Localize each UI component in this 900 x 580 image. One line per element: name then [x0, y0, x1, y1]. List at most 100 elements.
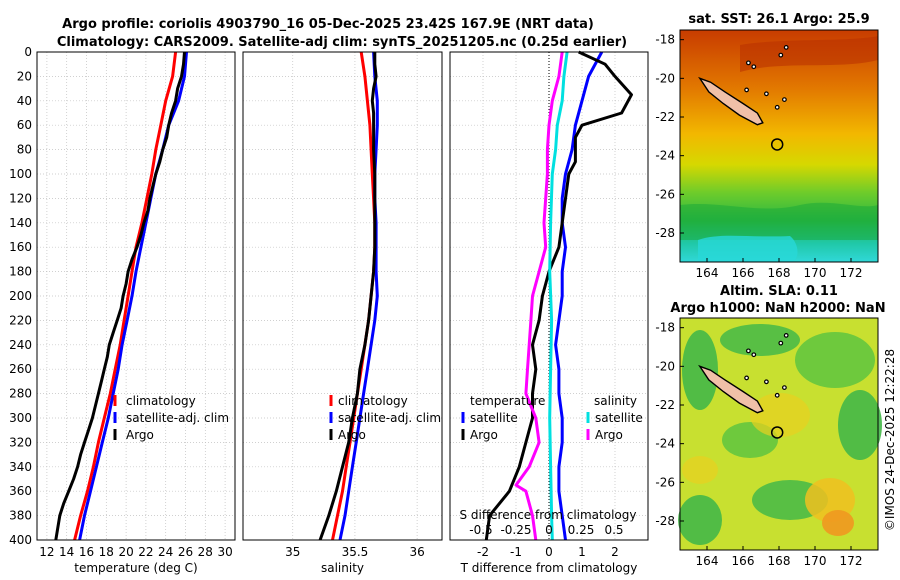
x-tick-label: 26	[178, 545, 193, 559]
plot-frame	[242, 51, 443, 541]
map-lat-label: -28	[655, 226, 675, 240]
sla-low-patch	[720, 324, 800, 356]
x-tick-label: 35	[285, 545, 300, 559]
figure-title-line1: Argo profile: coriolis 4903790_16 05-Dec…	[62, 17, 594, 32]
depth-tick-label: 60	[17, 118, 32, 132]
map-lat-label: -26	[655, 187, 675, 201]
map-lat-label: -28	[655, 514, 675, 528]
legend-t-satellite-label: satellite	[470, 411, 518, 425]
x-tick-label: 28	[198, 545, 213, 559]
plot-frame	[449, 51, 649, 541]
salinity-panel: 35 35.5 36 salinity	[242, 51, 443, 575]
depth-tick-label: 260	[9, 362, 32, 376]
depth-tick-label: 20	[17, 69, 32, 83]
series-line-t-argo	[484, 50, 633, 541]
legend-climatology-label: climatology	[126, 394, 196, 408]
x-tick-label: 30	[217, 545, 232, 559]
x-axis-label: salinity	[321, 561, 364, 575]
depth-tick-label: 220	[9, 313, 32, 327]
depth-tick-label: 40	[17, 94, 32, 108]
legend-salinity-title: salinity	[594, 394, 637, 408]
sst-map-ticks: 164 166 168 170 172 -18 -20 -22 -24 -26 -28	[655, 33, 862, 280]
islet	[783, 45, 789, 50]
map-lat-label: -24	[655, 437, 675, 451]
sla-low-patch	[678, 495, 722, 545]
s-diff-tick: -0.25	[500, 523, 531, 537]
series-line-satellite-adj-clim	[338, 51, 379, 541]
sla-map-title-line2: Argo h1000: NaN h2000: NaN	[670, 301, 885, 316]
land-mask	[698, 45, 789, 151]
islet	[774, 104, 780, 110]
series-line-argo	[54, 51, 186, 541]
legend-argo-label: Argo	[338, 428, 366, 442]
islet	[744, 375, 749, 381]
x-axis-label: temperature (deg C)	[74, 561, 197, 575]
sla-high-patch	[682, 456, 718, 484]
depth-tick-label: 300	[9, 411, 32, 425]
land-mask	[698, 333, 789, 439]
series-line-argo	[318, 52, 378, 541]
islet	[746, 348, 751, 354]
sst-warm-patch	[740, 36, 878, 72]
x-tick-label: 2	[611, 545, 619, 559]
map-lon-label: 172	[840, 554, 863, 568]
island-new-caledonia	[698, 364, 764, 414]
x-tick-label: 20	[118, 545, 133, 559]
s-diff-tick: -0.5	[469, 523, 492, 537]
series-line-s-argo	[514, 51, 564, 541]
legend-climatology-label: climatology	[338, 394, 408, 408]
map-lon-label: 166	[732, 554, 755, 568]
x-tick-label: -1	[510, 545, 522, 559]
depth-tick-label: 80	[17, 143, 32, 157]
sst-cyan-patch	[698, 235, 798, 262]
depth-tick-label: 380	[9, 509, 32, 523]
depth-tick-label: 280	[9, 387, 32, 401]
depth-tick-label: 400	[9, 533, 32, 547]
islet	[778, 340, 784, 346]
x-tick-label: 22	[138, 545, 153, 559]
depth-tick-label: 160	[9, 240, 32, 254]
s-diff-tick: 0	[545, 523, 553, 537]
copyright-stamp: ©IMOS 24-Dec-2025 12:22:28	[883, 349, 897, 531]
map-lat-label: -26	[655, 475, 675, 489]
islet	[746, 60, 751, 66]
s-difference-axis-label: S difference from climatology	[460, 508, 637, 522]
map-lat-label: -22	[655, 110, 675, 124]
sla-low-patch	[838, 390, 882, 460]
map-lon-label: 170	[804, 266, 827, 280]
s-diff-tick: 0.25	[568, 523, 595, 537]
legend-s-satellite-label: satellite	[595, 411, 643, 425]
map-lon-label: 164	[696, 554, 719, 568]
depth-tick-label: 100	[9, 167, 32, 181]
map-lon-label: 166	[732, 266, 755, 280]
figure-title-line2: Climatology: CARS2009. Satellite-adj cli…	[57, 35, 627, 50]
differences-legend: temperature satellite Argo salinity sate…	[461, 394, 643, 442]
sla-high-patch	[750, 393, 810, 437]
islet	[764, 91, 769, 97]
temperature-legend: climatology satellite-adj. clim Argo	[113, 394, 229, 442]
depth-tick-label: 0	[24, 45, 32, 59]
x-tick-label: 16	[79, 545, 94, 559]
sla-map: 164 166 168 170 172 -18 -20 -22 -24 -26 -28	[655, 317, 882, 568]
map-lat-label: -18	[655, 33, 675, 47]
plot-frame	[36, 51, 236, 541]
series-line-t-satellite	[554, 51, 604, 541]
island-new-caledonia	[698, 76, 764, 126]
sst-green-band	[680, 202, 878, 240]
x-axis-label: T difference from climatology	[460, 561, 638, 575]
map-lon-label: 164	[696, 266, 719, 280]
islet	[782, 385, 787, 391]
argo-position-marker	[770, 426, 784, 439]
sla-map-title-line1: Altim. SLA: 0.11	[720, 284, 838, 299]
islet	[744, 87, 749, 93]
legend-argo-label: Argo	[126, 428, 154, 442]
sla-map-ticks: 164 166 168 170 172 -18 -20 -22 -24 -26 -28	[655, 321, 862, 568]
depth-tick-label: 240	[9, 338, 32, 352]
salinity-legend: climatology satellite-adj. clim Argo	[329, 394, 441, 442]
sst-map: 164 166 168 170 172 -18 -20 -22 -24 -26 -28	[655, 29, 879, 280]
depth-tick-label: 360	[9, 484, 32, 498]
x-tick-label: -2	[477, 545, 489, 559]
temperature-panel: 0 20 40 60 80 100 120 140 160 180 200 220 240 260 280 3…	[9, 45, 236, 575]
depth-tick-label: 340	[9, 460, 32, 474]
